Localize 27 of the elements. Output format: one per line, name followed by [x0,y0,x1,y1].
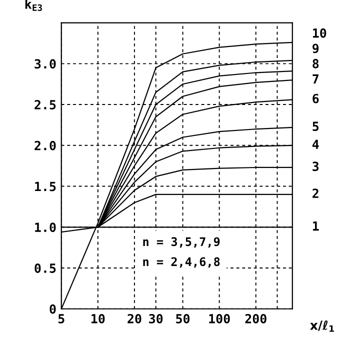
x-tick-label: 10 [92,314,105,324]
series-label: 10 [313,28,326,38]
annotation: n = 2,4,6,8 [143,257,220,268]
series-label: 5 [312,122,319,132]
series-label: 8 [312,58,319,68]
series-label: 7 [312,74,318,84]
y-tick-label: 2.5 [34,100,56,110]
y-tick-label: 2.0 [34,140,56,150]
x-tick-label: 30 [149,314,163,324]
series-label: 6 [312,94,319,104]
x-axis-title: x/ℓ$_{1}$ [310,320,334,332]
y-tick-label: 1.0 [35,222,56,232]
y-tick-label: 3.0 [34,59,56,69]
y-tick-label: 0 [50,304,56,314]
x-tick-label: 50 [176,314,190,324]
series-label: 9 [312,44,319,54]
y-tick-label: 0.5 [34,263,56,273]
series-label: 2 [312,188,318,198]
x-tick-label: 5 [58,314,64,324]
annotation: n = 3,5,7,9 [143,237,220,248]
series-label: 4 [312,140,319,149]
x-tick-label: 200 [245,314,266,324]
series-label: 3 [312,162,319,172]
x-tick-label: 20 [128,314,142,324]
series-label: 1 [313,221,319,231]
y-tick-label: 1.5 [35,182,56,192]
x-tick-label: 100 [209,314,230,324]
